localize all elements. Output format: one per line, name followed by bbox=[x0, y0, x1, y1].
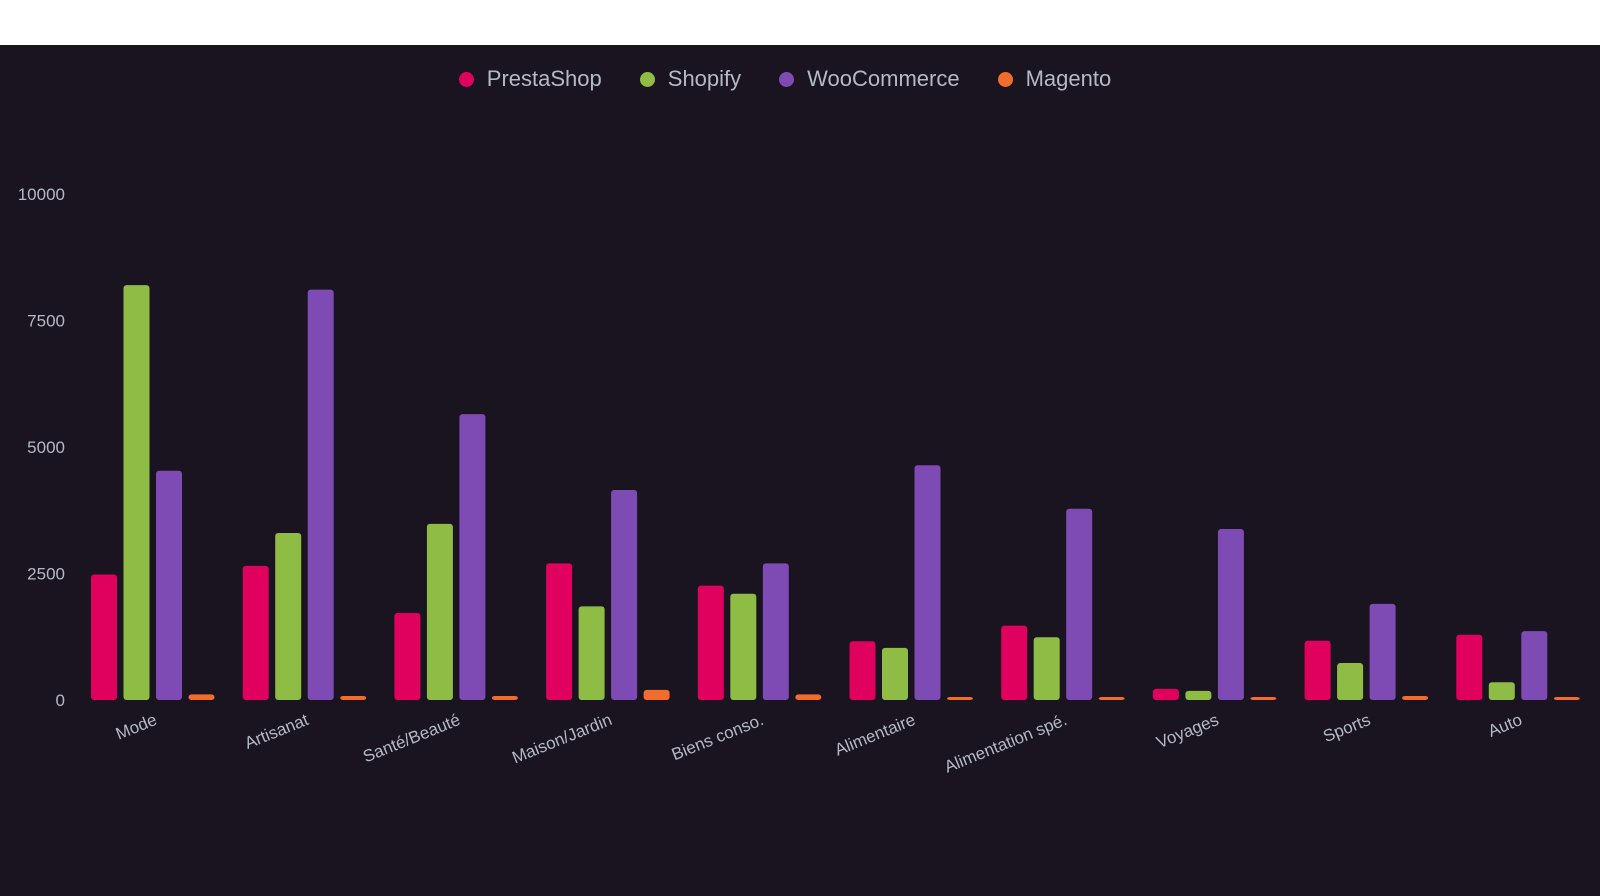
legend-label-woocommerce: WooCommerce bbox=[807, 66, 960, 91]
bar-prestashop-auto[interactable] bbox=[1456, 634, 1483, 700]
legend-dot-prestashop bbox=[458, 71, 474, 87]
bar-shopify-auto[interactable] bbox=[1488, 682, 1515, 700]
y-tick-label: 7500 bbox=[27, 312, 65, 331]
bar-woocommerce-alimentaire[interactable] bbox=[914, 465, 941, 700]
bar-woocommerce-maison-jardin[interactable] bbox=[611, 490, 638, 700]
bar-magento-alimentaire[interactable] bbox=[947, 697, 973, 700]
bar-magento-voyages[interactable] bbox=[1250, 697, 1277, 700]
x-tick-label-mode: Mode bbox=[113, 710, 160, 744]
bar-woocommerce-artisanat[interactable] bbox=[307, 289, 334, 700]
bar-magento-biens-conso[interactable] bbox=[795, 694, 822, 700]
x-tick-label-voyages: Voyages bbox=[1154, 710, 1222, 752]
bar-woocommerce-auto[interactable] bbox=[1521, 631, 1548, 700]
legend-dot-woocommerce bbox=[779, 71, 795, 87]
x-tick-label-alimentaire: Alimentaire bbox=[832, 710, 918, 759]
bar-shopify-alimentation-sp[interactable] bbox=[1033, 637, 1060, 700]
legend-item-woocommerce[interactable]: WooCommerce bbox=[779, 66, 960, 92]
x-tick-label-sports: Sports bbox=[1320, 710, 1373, 746]
x-tick-label-alimentation-sp: Alimentation spé. bbox=[942, 710, 1070, 776]
bar-woocommerce-voyages[interactable] bbox=[1217, 528, 1244, 700]
bar-woocommerce-sant-beaut[interactable] bbox=[459, 414, 486, 700]
bar-shopify-biens-conso[interactable] bbox=[730, 593, 757, 700]
x-tick-label-biens-conso: Biens conso. bbox=[669, 710, 766, 764]
bar-prestashop-artisanat[interactable] bbox=[242, 565, 269, 700]
bar-magento-alimentation-sp[interactable] bbox=[1098, 697, 1125, 700]
x-tick-label-maison-jardin: Maison/Jardin bbox=[509, 710, 614, 767]
bar-magento-mode[interactable] bbox=[188, 694, 215, 700]
legend-label-shopify: Shopify bbox=[667, 66, 742, 91]
bar-shopify-sports[interactable] bbox=[1337, 663, 1364, 700]
legend-item-shopify[interactable]: Shopify bbox=[639, 66, 742, 92]
bar-prestashop-biens-conso[interactable] bbox=[697, 585, 724, 700]
bar-prestashop-sant-beaut[interactable] bbox=[394, 612, 421, 700]
bar-shopify-mode[interactable] bbox=[123, 285, 150, 700]
bar-prestashop-voyages[interactable] bbox=[1152, 688, 1179, 700]
x-tick-label-artisanat: Artisanat bbox=[242, 710, 312, 753]
y-tick-label: 0 bbox=[56, 691, 65, 710]
y-tick-label: 2500 bbox=[27, 565, 65, 584]
bar-prestashop-alimentaire[interactable] bbox=[849, 641, 876, 700]
chart-legend: PrestaShop Shopify WooCommerce Magento bbox=[0, 64, 1600, 94]
bar-magento-sports[interactable] bbox=[1402, 695, 1429, 700]
x-tick-label-sant-beaut: Santé/Beauté bbox=[360, 710, 463, 766]
bar-woocommerce-mode[interactable] bbox=[156, 470, 182, 700]
legend-item-prestashop[interactable]: PrestaShop bbox=[458, 66, 602, 92]
bar-woocommerce-alimentation-sp[interactable] bbox=[1066, 508, 1093, 700]
bar-prestashop-maison-jardin[interactable] bbox=[546, 563, 573, 700]
y-tick-label: 5000 bbox=[27, 438, 65, 457]
bar-magento-maison-jardin[interactable] bbox=[643, 689, 670, 700]
y-tick-label: 10000 bbox=[18, 185, 65, 204]
bar-magento-sant-beaut[interactable] bbox=[491, 695, 518, 700]
bar-woocommerce-sports[interactable] bbox=[1369, 603, 1396, 700]
bar-shopify-alimentaire[interactable] bbox=[882, 647, 908, 700]
bar-magento-auto[interactable] bbox=[1553, 697, 1580, 700]
legend-dot-shopify bbox=[639, 71, 655, 87]
bar-shopify-voyages[interactable] bbox=[1185, 690, 1212, 700]
bar-prestashop-sports[interactable] bbox=[1304, 640, 1331, 700]
legend-label-magento: Magento bbox=[1025, 66, 1112, 91]
legend-label-prestashop: PrestaShop bbox=[486, 66, 602, 91]
legend-dot-magento bbox=[997, 71, 1013, 87]
bar-shopify-sant-beaut[interactable] bbox=[426, 523, 453, 700]
bar-magento-artisanat[interactable] bbox=[340, 695, 367, 700]
top-white-strip bbox=[0, 0, 1600, 45]
bar-prestashop-alimentation-sp[interactable] bbox=[1001, 625, 1028, 700]
x-tick-label-auto: Auto bbox=[1485, 710, 1525, 741]
bar-shopify-maison-jardin[interactable] bbox=[578, 606, 605, 700]
chart-panel bbox=[0, 45, 1600, 896]
bar-woocommerce-biens-conso[interactable] bbox=[762, 563, 789, 700]
bar-shopify-artisanat[interactable] bbox=[275, 533, 302, 700]
bar-prestashop-mode[interactable] bbox=[91, 574, 117, 700]
legend-item-magento[interactable]: Magento bbox=[997, 66, 1112, 92]
